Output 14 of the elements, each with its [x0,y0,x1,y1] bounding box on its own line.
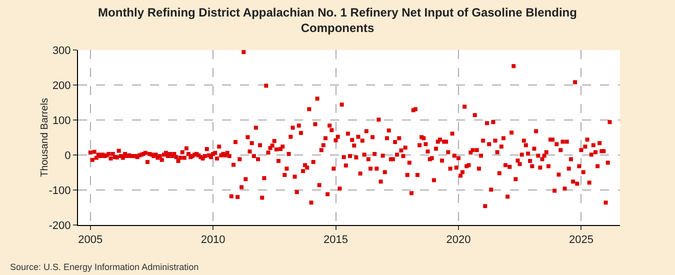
y-tick-label: 100 [52,114,71,127]
y-axis-title: Thousand Barrels [39,98,50,177]
x-tick-label: 2020 [446,234,471,246]
x-tick-label: 2015 [324,234,348,246]
x-tick-label: 2005 [78,234,103,246]
y-tick-label: -100 [48,184,71,197]
y-tick-label: 0 [64,150,71,162]
x-tick-label: 2025 [568,234,594,246]
y-tick-label: -200 [48,220,71,232]
chart-title: Monthly Refining District Appalachian No. 1 Refinery Net Input of Gasoline Blending Components [98,6,577,36]
y-tick-label: 200 [52,80,71,92]
y-tick-label: 300 [52,44,71,57]
source-note: Source: U.S. Energy Information Administration [10,262,199,272]
x-tick-label: 2010 [200,234,226,246]
